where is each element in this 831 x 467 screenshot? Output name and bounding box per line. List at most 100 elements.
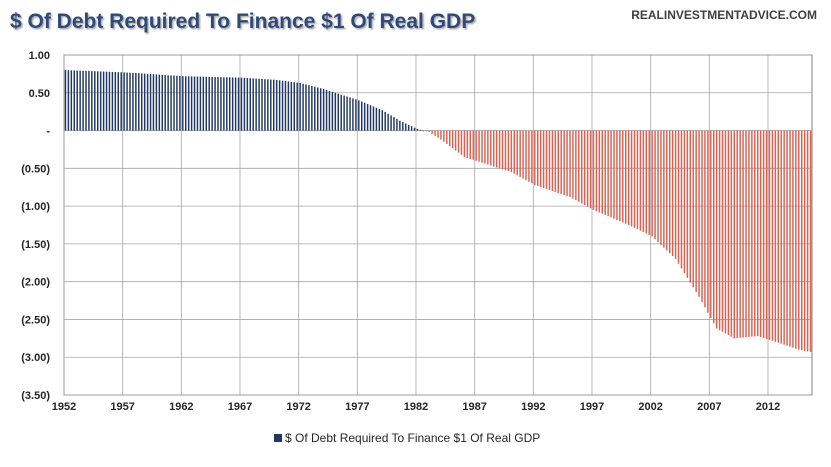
bar (789, 130, 791, 347)
y-tick-label: (3.00) (21, 352, 50, 364)
bar (261, 78, 263, 131)
bar (308, 85, 310, 131)
bar (798, 130, 800, 350)
bar (161, 74, 163, 131)
bar (328, 90, 331, 131)
y-tick-label: (1.50) (21, 239, 50, 251)
bar (692, 130, 694, 288)
bar (393, 117, 395, 131)
bar (674, 130, 677, 259)
bar (141, 73, 143, 131)
bar (369, 105, 372, 131)
bar (801, 130, 803, 351)
bar (460, 130, 463, 155)
bar (205, 76, 207, 131)
chart-title: $ Of Debt Required To Finance $1 Of Real… (10, 10, 475, 33)
x-tick-label: 1952 (52, 401, 76, 413)
bar (446, 130, 448, 144)
legend-swatch (274, 434, 282, 442)
bar (777, 130, 779, 343)
bar (507, 130, 510, 172)
bar (146, 73, 149, 131)
bar (537, 130, 539, 186)
y-tick-label: (2.00) (21, 277, 50, 289)
x-tick-label: 1987 (462, 401, 486, 413)
bar (683, 130, 686, 274)
bar (501, 130, 504, 170)
bar (727, 130, 730, 336)
y-tick-label: (3.50) (21, 390, 50, 402)
bar (419, 129, 422, 131)
bar (522, 130, 524, 179)
bar (581, 130, 583, 204)
bar (498, 130, 501, 169)
bar (613, 130, 615, 219)
bar (325, 89, 328, 131)
bar (548, 130, 551, 191)
x-axis-tick-labels: 1952 1957 1962 1967 1972 1977 1982 1987 1992 1997… (52, 401, 780, 413)
bar (366, 104, 369, 131)
bar (642, 130, 645, 233)
bar (560, 130, 562, 195)
x-tick-label: 1992 (521, 401, 545, 413)
bar (528, 130, 530, 182)
bar (331, 91, 334, 131)
y-tick-label: (0.50) (21, 163, 50, 175)
bar (390, 115, 392, 131)
bar (234, 77, 237, 131)
bar (99, 71, 102, 131)
bar (449, 130, 451, 147)
bar (322, 89, 325, 131)
bar (67, 70, 70, 131)
bar (129, 72, 131, 131)
bar (539, 130, 542, 187)
bar (531, 130, 533, 184)
bar (551, 130, 554, 191)
bar (792, 130, 794, 348)
bar (226, 77, 228, 131)
bar (754, 130, 756, 337)
bar (120, 72, 122, 131)
bar (578, 130, 580, 202)
bar (375, 107, 378, 131)
y-tick-label: (2.50) (21, 314, 50, 326)
bar (710, 130, 712, 318)
bar (457, 130, 460, 153)
bar (495, 130, 498, 168)
bar (686, 130, 689, 278)
bar (443, 130, 445, 142)
bar (466, 130, 469, 158)
bar (669, 130, 671, 254)
bar (208, 76, 210, 131)
bar (695, 130, 697, 293)
bar (196, 76, 199, 131)
bar (437, 130, 439, 138)
bar (123, 72, 125, 131)
bar (739, 130, 741, 338)
bar (410, 126, 413, 131)
bar (231, 77, 234, 131)
bar (431, 130, 433, 134)
bar (660, 130, 662, 245)
bar (636, 130, 639, 230)
bar (164, 75, 166, 131)
bar (70, 70, 73, 131)
bar (281, 80, 284, 131)
bar (680, 130, 683, 269)
bar (337, 93, 339, 131)
bar (478, 130, 480, 162)
y-tick-label: (1.00) (21, 201, 50, 213)
bar (372, 106, 375, 131)
bar (542, 130, 545, 188)
bar (648, 130, 650, 235)
x-tick-label: 1962 (169, 401, 193, 413)
bar (73, 70, 75, 131)
bar (774, 130, 777, 342)
bar (487, 130, 489, 165)
bar (557, 130, 559, 194)
bar (730, 130, 733, 337)
bar (563, 130, 565, 196)
bar (176, 75, 178, 131)
bar (229, 77, 231, 131)
bar (85, 70, 87, 131)
